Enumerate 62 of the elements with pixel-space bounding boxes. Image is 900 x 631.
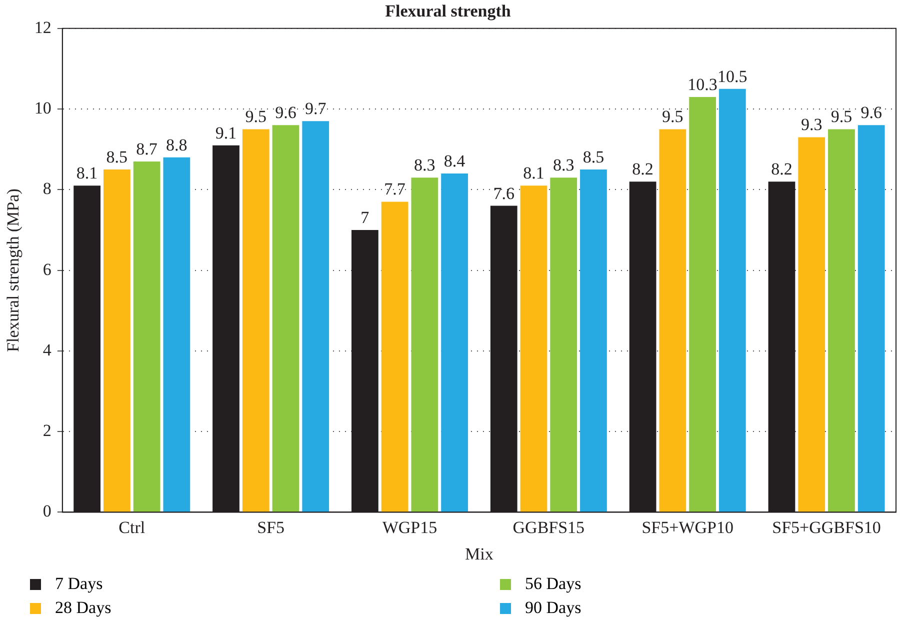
bar bbox=[828, 129, 855, 512]
bar bbox=[272, 125, 300, 512]
x-tick-label: SF5 bbox=[257, 518, 285, 537]
bar bbox=[718, 88, 746, 512]
bar bbox=[798, 137, 826, 512]
data-label: 10.3 bbox=[688, 74, 718, 94]
bar bbox=[163, 157, 190, 512]
y-tick-label: 8 bbox=[42, 179, 52, 198]
data-label: 9.3 bbox=[800, 115, 822, 134]
y-tick-label: 10 bbox=[34, 98, 52, 118]
y-tick-label: 0 bbox=[42, 502, 52, 521]
data-label: 7.7 bbox=[384, 180, 406, 199]
y-axis-title: Flexural strength (MPa) bbox=[4, 188, 23, 352]
data-label: 8.2 bbox=[771, 160, 792, 179]
bar bbox=[659, 129, 686, 512]
data-label: 8.3 bbox=[552, 156, 574, 175]
chart-title: Flexural strength bbox=[385, 2, 512, 21]
y-tick-label: 2 bbox=[42, 421, 52, 440]
data-label: 8.5 bbox=[582, 147, 604, 166]
y-tick-label: 12 bbox=[34, 18, 52, 37]
legend-label: 28 Days bbox=[55, 598, 112, 618]
data-label: 8.7 bbox=[136, 139, 158, 158]
data-label: 9.5 bbox=[245, 107, 266, 126]
data-label: 7 bbox=[360, 208, 370, 227]
bar bbox=[302, 121, 330, 512]
bar bbox=[242, 129, 270, 512]
x-tick-label: WGP15 bbox=[382, 518, 438, 537]
legend-label: 56 Days bbox=[525, 574, 582, 594]
data-label: 8.1 bbox=[76, 164, 98, 183]
x-tick-label: GGBFS15 bbox=[512, 518, 585, 537]
data-label: 8.4 bbox=[444, 152, 466, 171]
bar bbox=[580, 170, 607, 512]
bar bbox=[550, 178, 578, 512]
data-label: 9.6 bbox=[860, 103, 882, 122]
y-tick-label: 4 bbox=[42, 340, 52, 360]
bar bbox=[520, 186, 548, 512]
bar bbox=[411, 178, 438, 512]
data-label: 7.6 bbox=[493, 184, 514, 203]
bar bbox=[441, 174, 468, 512]
bar bbox=[689, 96, 716, 512]
y-tick-label: 6 bbox=[42, 260, 52, 279]
data-label: 9.5 bbox=[662, 107, 684, 126]
x-axis-title: Mix bbox=[465, 544, 494, 564]
x-tick-label: SF5+GGBFS10 bbox=[772, 518, 881, 537]
data-label: 8.3 bbox=[414, 156, 436, 175]
data-label: 9.5 bbox=[830, 107, 852, 126]
data-label: 10.5 bbox=[718, 66, 748, 86]
legend-label: 90 Days bbox=[525, 598, 582, 618]
bar bbox=[381, 202, 408, 512]
x-tick-label: SF5+WGP10 bbox=[642, 518, 734, 537]
data-label: 9.7 bbox=[304, 99, 327, 118]
legend-label: 7 Days bbox=[55, 574, 103, 594]
bar bbox=[133, 161, 160, 512]
data-label: 8.2 bbox=[632, 160, 654, 179]
bar bbox=[103, 170, 130, 512]
data-label: 8.5 bbox=[106, 147, 128, 166]
x-tick-label: Ctrl bbox=[118, 518, 146, 537]
data-label: 9.6 bbox=[275, 103, 296, 122]
bar bbox=[858, 125, 885, 512]
data-label: 8.8 bbox=[166, 135, 188, 154]
data-label: 8.1 bbox=[523, 164, 544, 183]
data-label: 9.1 bbox=[215, 123, 237, 142]
